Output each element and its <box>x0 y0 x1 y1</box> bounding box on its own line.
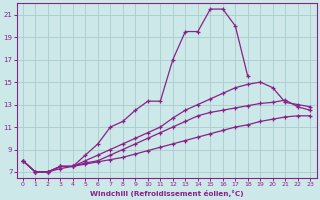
X-axis label: Windchill (Refroidissement éolien,°C): Windchill (Refroidissement éolien,°C) <box>90 190 244 197</box>
